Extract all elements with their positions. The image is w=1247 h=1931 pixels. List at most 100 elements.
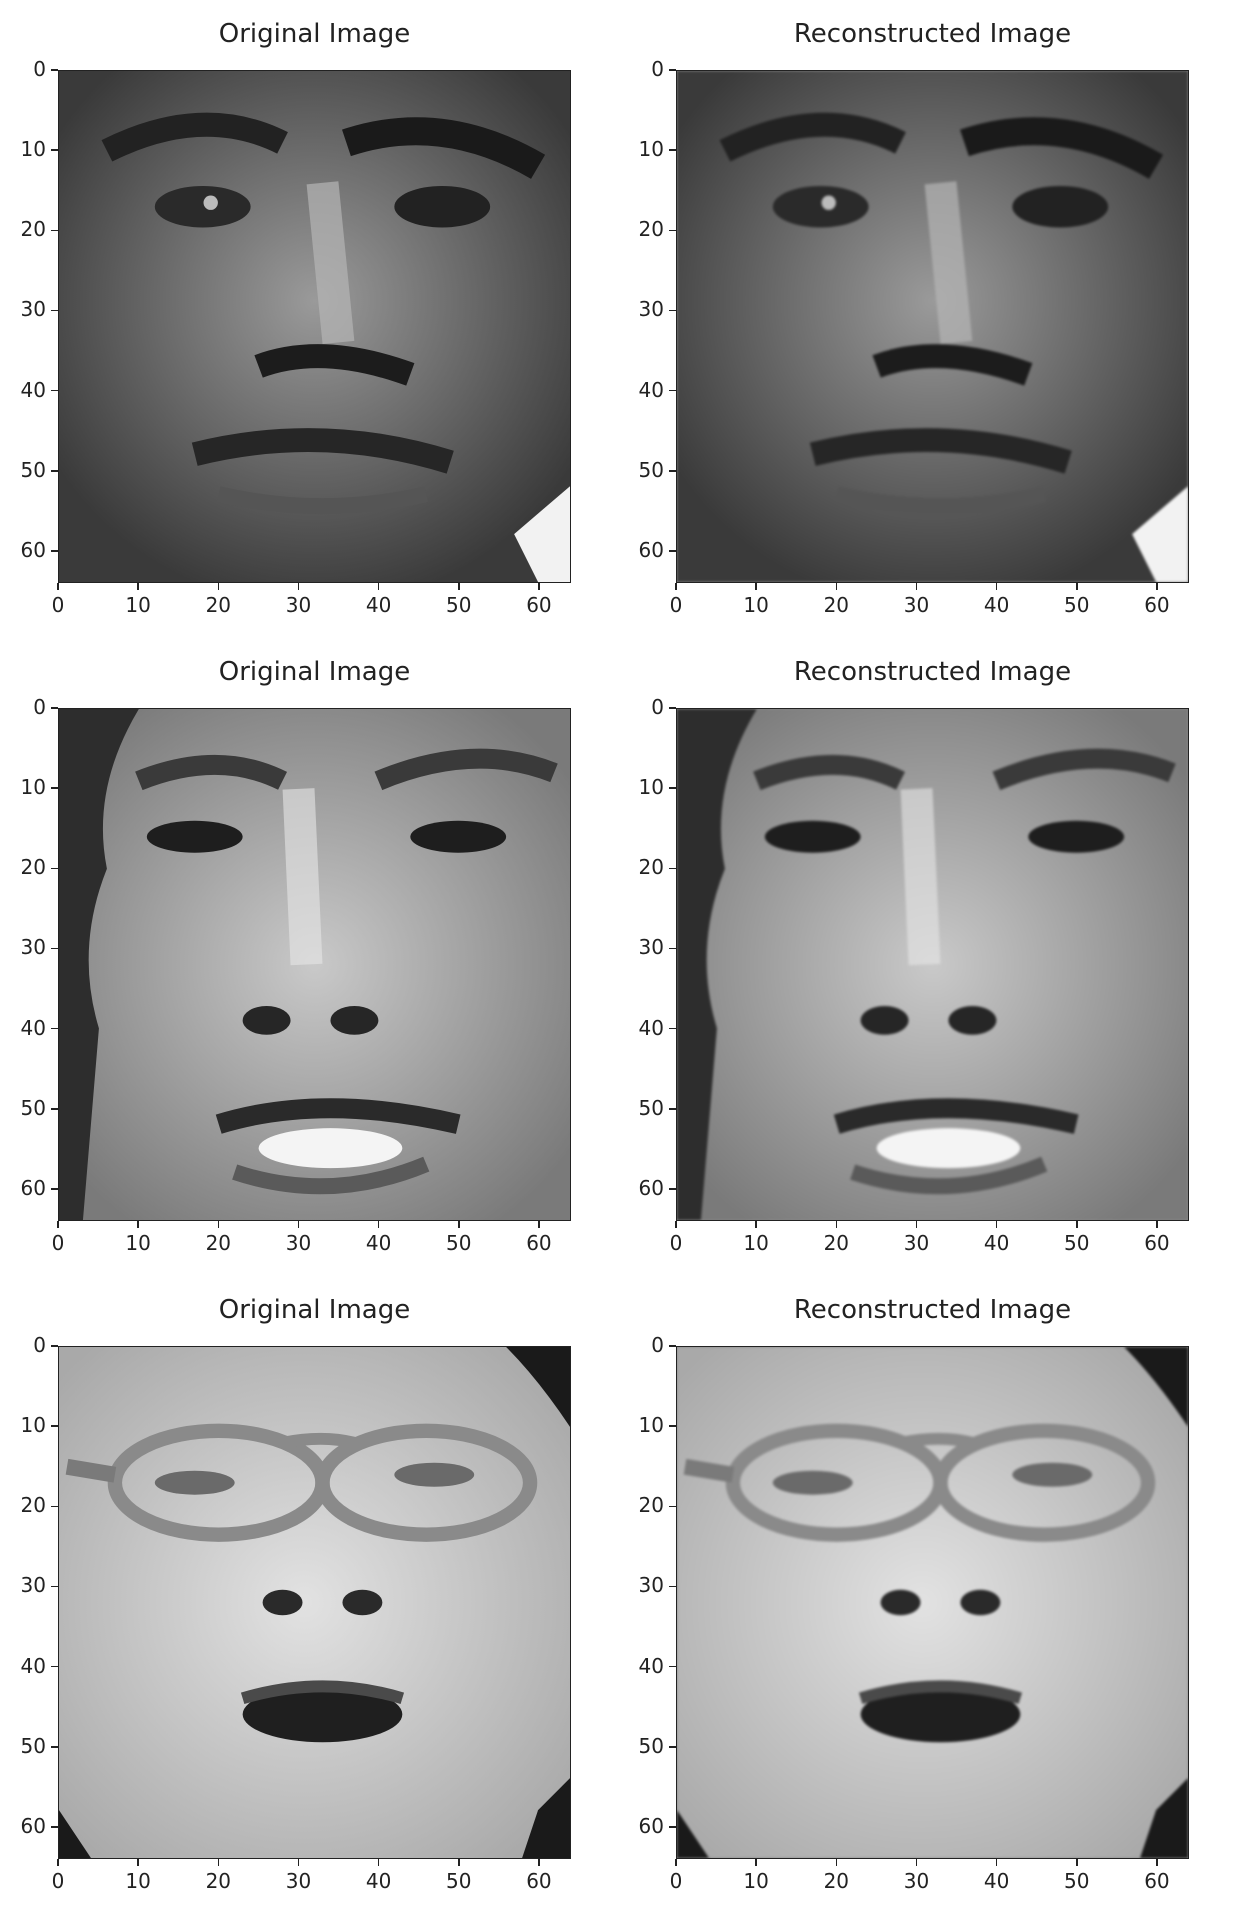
y-tick-mark [51,787,58,789]
image-axes [58,70,571,583]
y-tick-mark [669,1027,676,1030]
x-tick-label: 20 [205,1869,232,1893]
y-tick-mark [51,550,58,552]
x-tick-mark [538,583,540,590]
x-tick-mark [458,1859,460,1866]
y-tick-label: 20 [638,855,664,880]
y-tick-mark [51,1665,58,1668]
x-tick-mark [57,583,59,590]
x-tick-mark [217,1221,220,1228]
subplot-title: Original Image [218,19,411,49]
y-tick-label: 30 [20,1573,46,1598]
x-tick-label: 60 [526,1869,552,1893]
y-tick-label: 40 [638,377,664,402]
y-tick-label: 20 [638,217,664,242]
x-tick-label: 20 [823,593,850,617]
x-tick-label: 60 [1144,1869,1170,1893]
y-tick-label: 0 [651,695,664,719]
y-tick-mark [669,707,676,709]
subplot-4: Reconstructed Image 0 10 20 30 40 50 60 0 10 20 30… [618,653,1238,1293]
y-tick-label: 20 [638,1493,664,1518]
x-tick-mark [1076,583,1078,590]
y-tick-mark [669,867,676,870]
x-tick-mark [377,583,380,590]
y-tick-mark [669,1826,676,1828]
x-tick-label: 0 [669,1231,683,1255]
image-axes [676,708,1189,1221]
image-axes [58,1346,571,1859]
y-tick-label: 50 [20,1733,46,1758]
x-tick-mark [137,1859,139,1866]
face-2-original-image [59,709,570,1220]
x-tick-label: 60 [1144,1231,1170,1255]
x-tick-label: 50 [446,1231,472,1255]
x-tick-mark [217,1859,220,1866]
x-tick-mark [995,1859,998,1866]
y-tick-mark [51,149,58,151]
y-tick-label: 0 [651,57,664,81]
x-tick-mark [538,1859,540,1866]
x-tick-mark [297,1221,300,1228]
x-tick-mark [137,583,139,590]
x-tick-mark [297,583,300,590]
y-tick-label: 30 [638,1573,664,1598]
x-tick-label: 10 [743,593,769,617]
y-tick-mark [51,69,58,71]
y-tick-label: 50 [638,1095,664,1120]
x-tick-mark [915,1221,918,1228]
x-tick-mark [915,1859,918,1866]
subplot-1: Original Image 0 10 20 30 40 50 60 0 10 20 30 40 50 6… [0,15,620,655]
subplot-2: Reconstructed Image 0 10 20 30 40 50 60 0 10 20 30… [618,15,1238,655]
y-tick-label: 0 [33,695,46,719]
y-tick-mark [51,1826,58,1828]
y-tick-mark [669,470,676,472]
y-tick-label: 40 [20,1653,46,1678]
y-tick-label: 20 [20,855,46,880]
x-tick-mark [675,583,677,590]
y-tick-mark [51,309,58,312]
x-tick-label: 10 [125,1231,151,1255]
y-tick-label: 40 [638,1015,664,1040]
face-3-reconstructed-image [677,1347,1188,1858]
y-tick-label: 10 [20,775,46,800]
x-tick-mark [458,1221,460,1228]
y-tick-label: 20 [20,217,46,242]
y-tick-label: 30 [20,297,46,322]
y-tick-label: 60 [638,537,664,562]
y-tick-mark [669,1746,676,1748]
x-tick-label: 10 [743,1231,769,1255]
x-tick-label: 60 [1144,593,1170,617]
y-tick-label: 60 [638,1813,664,1838]
x-tick-label: 30 [285,1231,312,1255]
x-tick-label: 10 [125,593,151,617]
image-axes [58,708,571,1221]
x-tick-mark [1156,583,1158,590]
x-tick-label: 0 [669,593,683,617]
x-tick-mark [995,583,998,590]
y-tick-mark [669,69,676,71]
x-tick-label: 60 [526,593,552,617]
y-tick-label: 60 [20,1175,46,1200]
subplot-title: Reconstructed Image [793,19,1072,49]
y-tick-mark [669,1665,676,1668]
x-tick-label: 40 [983,593,1010,617]
y-tick-mark [669,1505,676,1508]
x-tick-mark [538,1221,540,1228]
x-tick-label: 30 [903,593,930,617]
x-tick-label: 40 [365,1869,392,1893]
y-tick-mark [669,1425,676,1427]
x-tick-label: 50 [446,593,472,617]
subplot-title: Original Image [218,1295,411,1325]
subplot-5: Original Image 0 10 20 30 40 50 60 0 10 20 30 40 50 6… [0,1291,620,1931]
y-tick-label: 30 [638,297,664,322]
x-tick-label: 40 [983,1231,1010,1255]
y-tick-mark [51,470,58,472]
x-tick-label: 40 [983,1869,1010,1893]
y-tick-mark [51,1585,58,1588]
x-tick-label: 0 [669,1869,683,1893]
y-tick-label: 10 [638,1413,664,1438]
x-tick-label: 50 [1064,1231,1090,1255]
x-tick-label: 50 [446,1869,472,1893]
y-tick-label: 30 [20,935,46,960]
